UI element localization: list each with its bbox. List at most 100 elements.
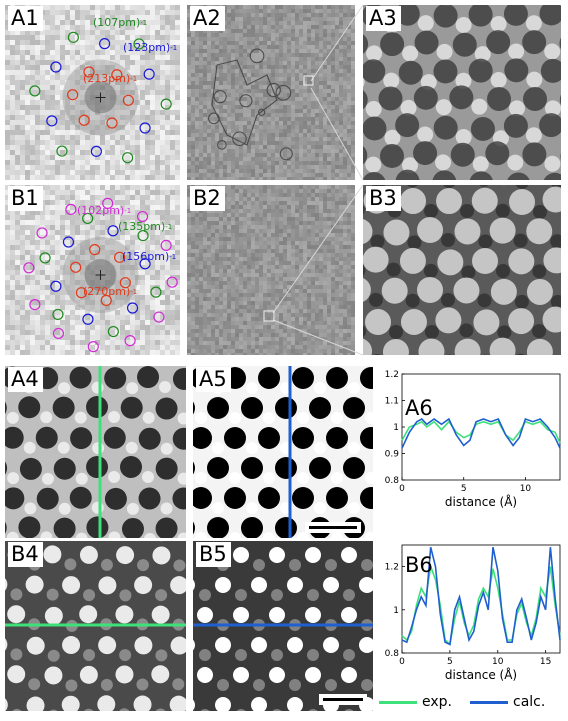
panel-label-a4: A4 <box>8 367 43 392</box>
a1-ring-label-123: (123pm)-1 <box>123 41 178 54</box>
fft-spot-marker <box>119 277 131 289</box>
fft-spot-marker <box>106 117 118 129</box>
fft-spot-marker <box>139 122 151 134</box>
panel-a2-tem-overview: A2 <box>187 5 355 180</box>
fft-spot-marker <box>133 38 145 50</box>
fft-spot-marker <box>56 145 68 157</box>
fft-spot-marker <box>160 98 172 110</box>
panel-label-b6: B6 <box>405 553 433 577</box>
fft-spot-marker <box>52 327 65 340</box>
fft-spot-marker <box>153 311 165 323</box>
b6-series-calc <box>401 547 561 646</box>
panel-label-a6: A6 <box>405 396 433 420</box>
panel-label-a1: A1 <box>8 6 43 31</box>
panel-label-b5: B5 <box>196 542 231 567</box>
panel-b5-simulated: B5 <box>193 541 373 711</box>
panel-a4-experimental: A4 <box>5 366 186 538</box>
fft-spot-marker <box>90 145 102 157</box>
fft-spot-marker <box>122 94 134 106</box>
fft-spot-marker <box>82 212 94 225</box>
scale-bar <box>323 698 363 701</box>
fft-spot-marker <box>100 294 112 306</box>
a6-xtick-label: 5 <box>461 484 467 494</box>
tem-noise <box>187 5 355 180</box>
a6-xtick-label: 10 <box>520 484 532 494</box>
panel-label-a3: A3 <box>366 6 401 31</box>
fft-spot-marker <box>36 227 48 239</box>
legend-exp-swatch <box>379 701 417 704</box>
fft-spot-marker <box>136 210 149 223</box>
fft-spot-marker <box>82 313 94 325</box>
b1-ring-label-270: (270pm)-1 <box>83 285 138 298</box>
a1-ring-label-107: (107pm)-1 <box>93 16 148 29</box>
panel-a6-profile-chart: A6 0.8 0.9 1 1.1 1.2 0 5 10 distance (Å) <box>380 366 563 538</box>
panel-a3-zoom: A3 <box>363 5 561 180</box>
b4-lattice-image <box>5 541 186 711</box>
a6-xlabel: distance (Å) <box>445 494 517 509</box>
b6-ytick-label: 1 <box>393 606 399 616</box>
fft-spot-marker <box>111 69 123 81</box>
fft-spot-marker <box>65 203 77 215</box>
fft-spot-marker <box>160 239 172 252</box>
panel-label-a2: A2 <box>190 6 225 31</box>
panel-b6-profile-chart: B6 0.8 1 1.2 0 5 10 15 distance (Å) <box>380 541 563 689</box>
fft-spot-marker <box>62 236 75 248</box>
panel-a5-simulated: A5 <box>193 366 373 538</box>
b1-ring-label-102: (102pm)-1 <box>77 204 132 217</box>
fft-spot-marker <box>124 335 136 347</box>
b6-ytick-label: 0.8 <box>385 649 400 659</box>
b1-fft-image <box>5 185 180 355</box>
fft-spot-marker <box>122 152 134 164</box>
tem-flake-outline <box>208 48 293 161</box>
legend-exp-label: exp. <box>422 694 452 710</box>
a1-fft-image <box>5 5 180 180</box>
panel-b1-diffractogram: B1 (102pm)-1 (135pm)-1 (156pm)-1 (270pm)… <box>5 185 180 355</box>
b1-ring-label-135: (135pm)-1 <box>118 220 173 233</box>
lattice-spots <box>193 547 373 711</box>
panel-b3-zoom: B3 <box>363 185 561 355</box>
lattice-spots <box>5 541 186 711</box>
a6-xtick-label: 0 <box>399 484 405 494</box>
lattice-spots <box>363 185 561 355</box>
b6-line-chart: 0.8 1 1.2 0 5 10 15 distance (Å) <box>385 544 561 682</box>
fft-spot-marker <box>50 280 62 292</box>
fft-spot-marker <box>166 276 178 288</box>
panel-a1-diffractogram: A1 (107pm)-1 (123pm)-1 (213pm)-1 <box>5 5 180 180</box>
lattice-spots <box>5 366 186 538</box>
a6-ytick-label: 0.8 <box>385 476 400 486</box>
fft-spot-marker <box>139 258 151 270</box>
b6-ytick-label: 1.2 <box>385 563 399 573</box>
legend-calc-swatch <box>470 701 508 704</box>
panel-label-b2: B2 <box>190 186 225 211</box>
fft-spot-marker <box>75 287 88 299</box>
lattice-spots <box>363 5 561 180</box>
a6-series-exp <box>401 420 561 444</box>
fft-spot-marker <box>29 298 41 311</box>
b6-xtick-label: 5 <box>447 657 453 667</box>
b6-xlabel: distance (Å) <box>445 667 517 682</box>
fft-spot-marker <box>67 89 79 101</box>
a6-ytick-label: 1.1 <box>385 397 399 407</box>
a2-tem-image <box>187 5 355 180</box>
fft-spot-marker <box>150 286 162 298</box>
b3-zoom-image <box>363 185 561 355</box>
fft-spot-marker <box>67 31 79 43</box>
fft-spot-marker <box>70 261 82 273</box>
fft-spot-marker <box>23 262 35 274</box>
fft-spot-marker <box>29 85 41 97</box>
fft-spot-marker <box>39 252 51 264</box>
fft-spot-marker <box>87 341 99 353</box>
fft-spot-marker <box>89 244 101 256</box>
fft-spot-marker <box>52 308 64 321</box>
a4-lattice-image <box>5 366 186 538</box>
a1-ring-label-213: (213pm)-1 <box>83 72 138 85</box>
a6-series-calc <box>401 417 561 449</box>
fft-spot-marker <box>78 114 90 126</box>
panel-b2-tem-overview: B2 <box>187 185 355 355</box>
panel-label-a5: A5 <box>196 367 231 392</box>
fft-spot-marker <box>143 68 155 80</box>
fft-spot-marker <box>113 251 126 263</box>
a3-zoom-image <box>363 5 561 180</box>
